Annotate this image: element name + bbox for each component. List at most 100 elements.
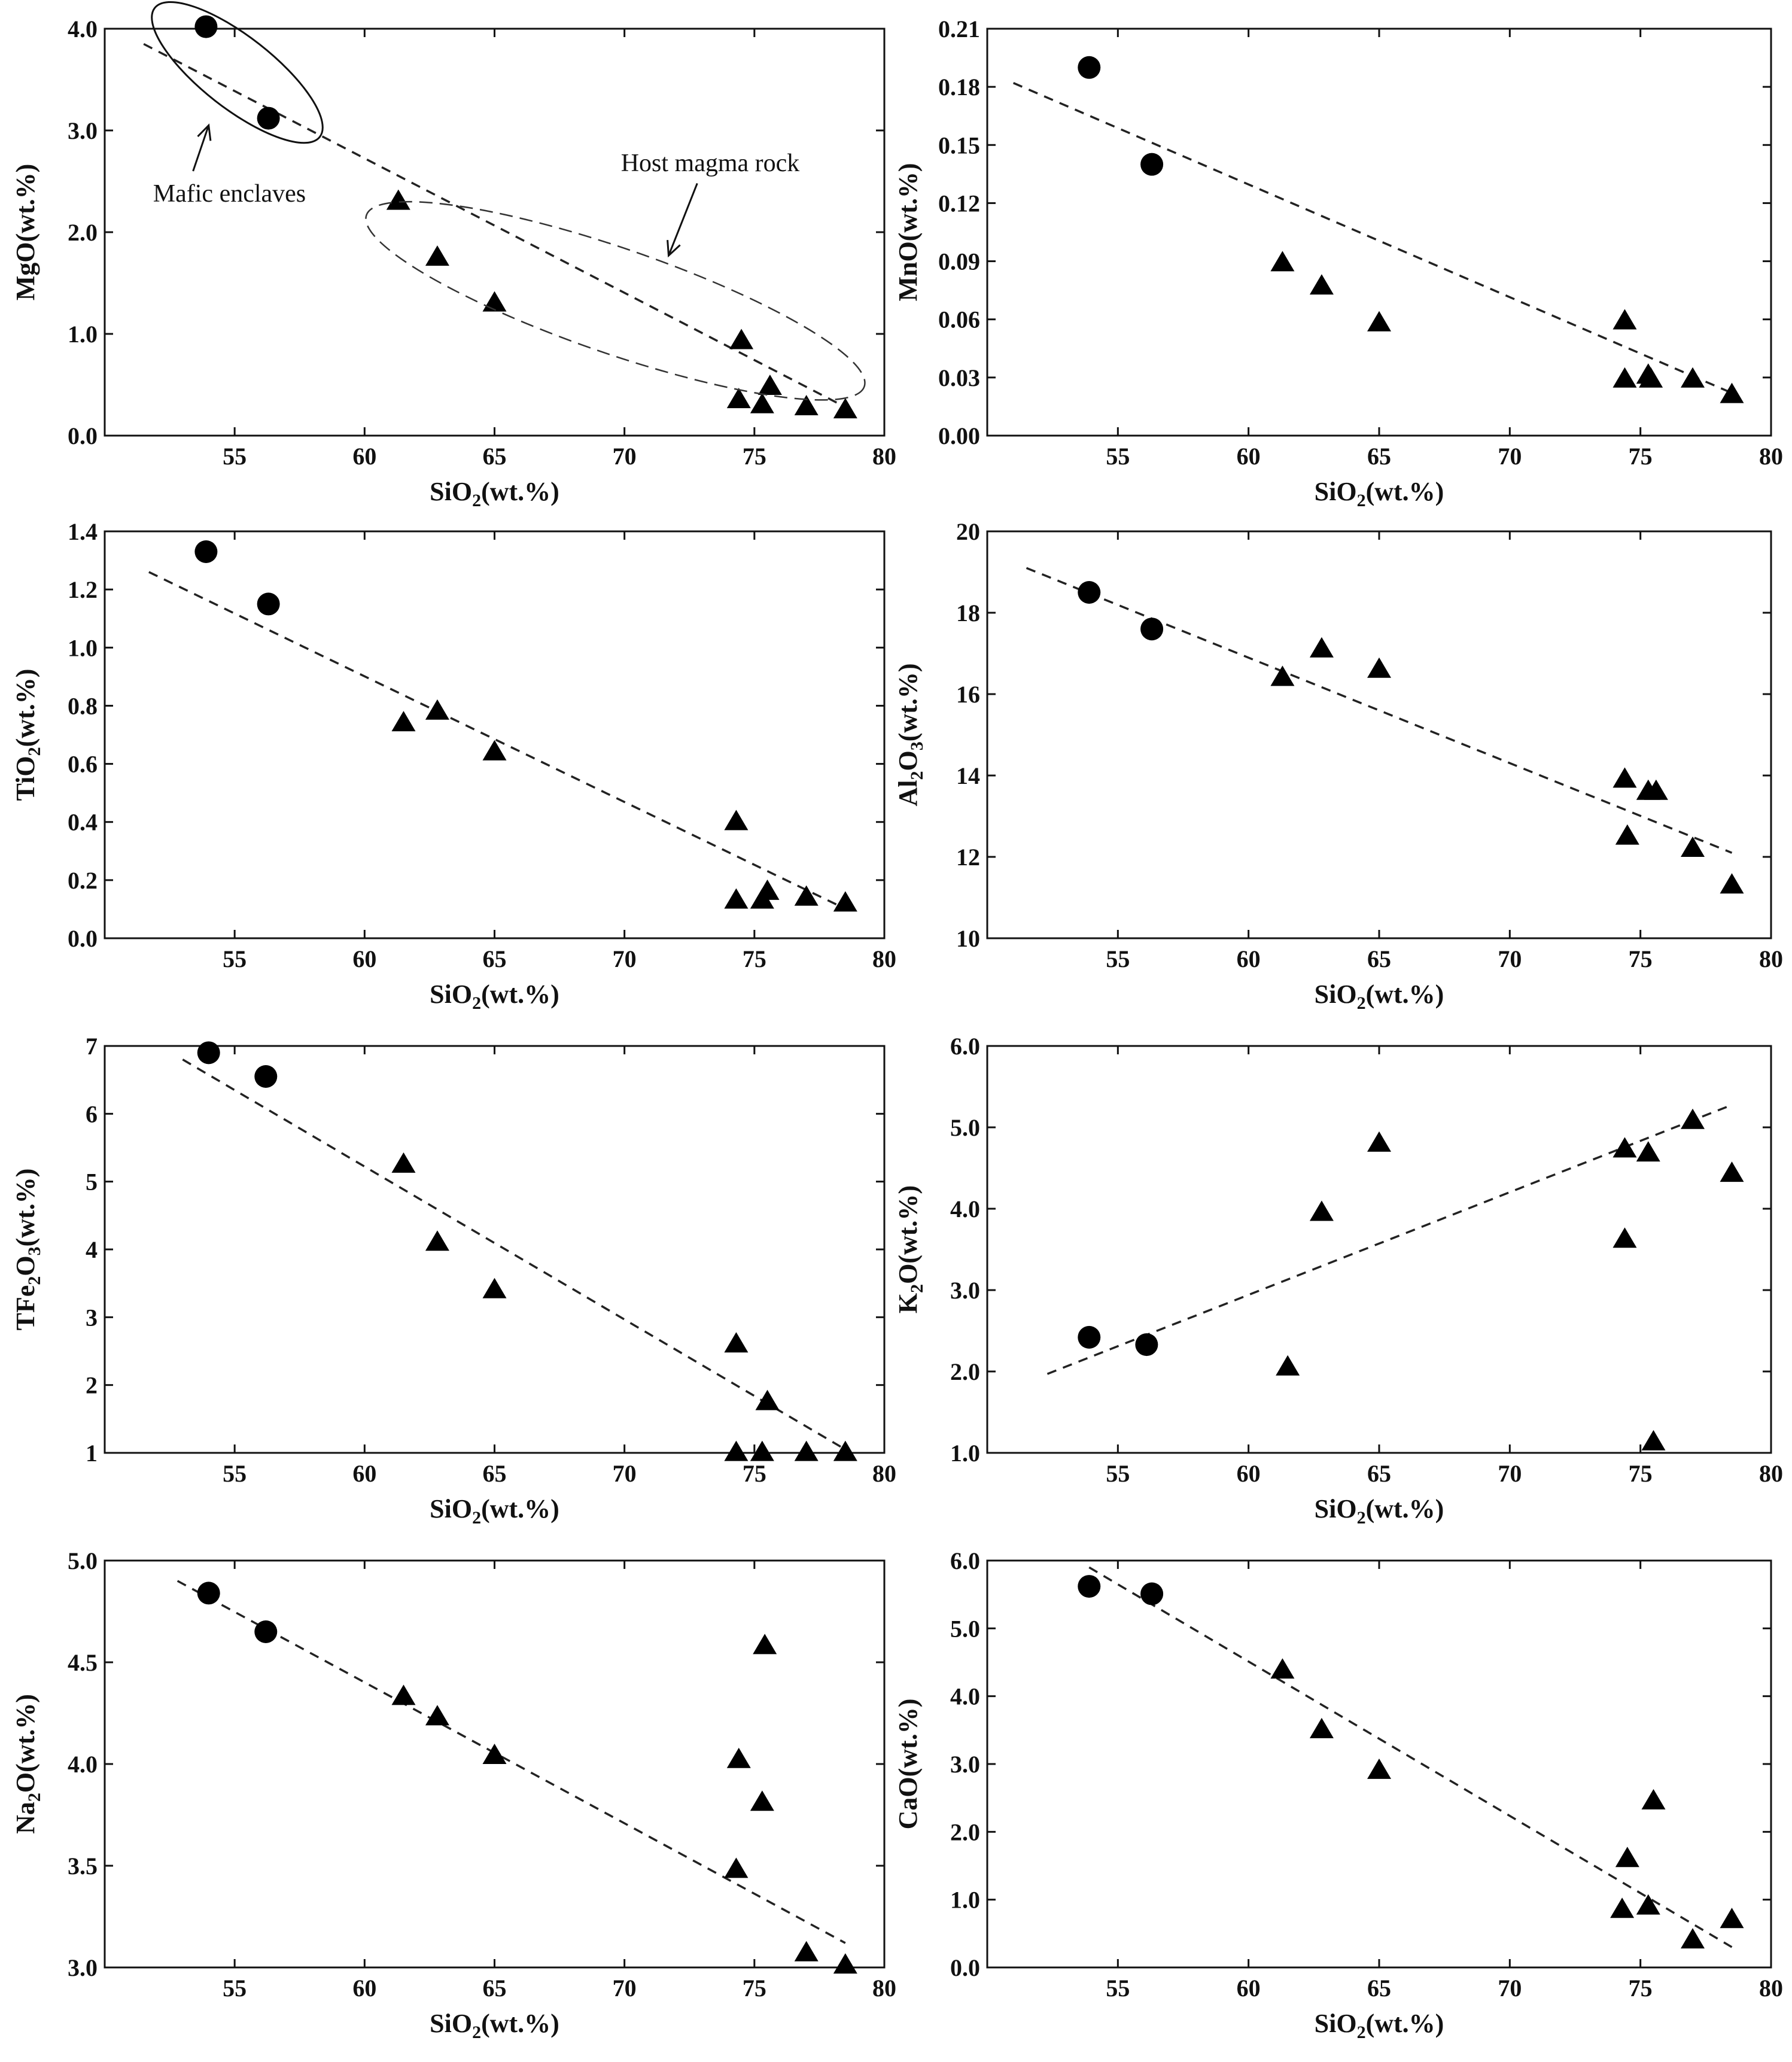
host-rock-point: [1613, 1137, 1637, 1158]
y-tick-label: 3.0: [950, 1277, 980, 1304]
x-tick-label: 70: [613, 945, 637, 972]
y-tick-label: 5: [86, 1169, 98, 1196]
label-part: (wt.%): [481, 1494, 559, 1523]
y-tick-label: 2.0: [950, 1358, 980, 1385]
y-tick-label: 6.0: [950, 1547, 980, 1574]
label-part: MgO: [11, 242, 40, 300]
label-subscript: 2: [907, 771, 927, 780]
x-tick-label: 75: [743, 1460, 766, 1487]
host-rock-point: [1681, 1928, 1705, 1949]
label-subscript: 3: [25, 1246, 44, 1255]
host-rock-point: [724, 1440, 749, 1461]
y-tick-label: 3.0: [68, 1954, 98, 1981]
x-tick-label: 65: [483, 945, 507, 972]
x-tick-label: 55: [1106, 1460, 1130, 1487]
y-tick-label: 0.00: [938, 422, 980, 449]
label-part: O: [11, 1772, 40, 1793]
x-tick-label: 60: [1237, 1975, 1261, 2002]
host-rock-point: [1270, 665, 1295, 686]
host-rock-point: [724, 888, 749, 909]
x-tick-label: 70: [613, 1460, 637, 1487]
host-rock-point: [1367, 1758, 1391, 1779]
x-tick-label: 65: [483, 443, 507, 470]
y-tick-label: 0.15: [938, 132, 980, 159]
mafic-enclave-point: [1135, 1333, 1158, 1357]
y-tick-label: 6: [86, 1100, 98, 1127]
annotation-arrow: [668, 183, 698, 256]
label-part: SiO: [430, 2009, 472, 2038]
y-tick-label: 0.0: [68, 422, 98, 449]
trend-line: [177, 1580, 846, 1944]
label-subscript: 2: [907, 1284, 927, 1293]
trend-line: [1012, 82, 1733, 394]
x-tick-label: 55: [223, 1975, 247, 2002]
mafic-enclave-point: [1140, 618, 1164, 641]
x-tick-label: 60: [352, 443, 376, 470]
y-axis-label: CaO(wt.%): [893, 1699, 923, 1830]
x-tick-label: 80: [872, 443, 896, 470]
label-part: CaO: [893, 1777, 923, 1829]
label-subscript: 2: [1357, 2023, 1366, 2042]
host-rock-point: [1644, 779, 1668, 800]
trend-line: [1088, 1566, 1733, 1948]
x-tick-label: 55: [223, 443, 247, 470]
x-tick-label: 65: [1367, 443, 1391, 470]
host-rock-point: [833, 398, 857, 419]
label-subscript: 3: [907, 741, 927, 750]
x-tick-label: 55: [223, 1460, 247, 1487]
host-rock-point: [1613, 309, 1637, 330]
y-tick-label: 10: [956, 925, 980, 952]
panel-al2o3: 55 60 65 70 75 80101214161820SiO2(wt.%)Al2O3(…: [893, 518, 1783, 1013]
mafic-enclave-point: [1140, 1582, 1164, 1605]
y-tick-label: 20: [956, 518, 980, 545]
host-rock-point: [833, 891, 857, 912]
label-part: K: [893, 1293, 923, 1313]
x-tick-label: 70: [1498, 1975, 1522, 2002]
x-tick-label: 75: [743, 1975, 766, 2002]
mafic-enclave-point: [194, 540, 218, 563]
host-rock-point: [1309, 637, 1334, 658]
label-subscript: 2: [1357, 491, 1366, 510]
enclave-outline: [151, 1, 324, 144]
x-tick-label: 60: [352, 1975, 376, 2002]
panel-na2o: 55 60 65 70 75 803.03.54.04.55.0SiO2(wt.%)Na2…: [11, 1547, 896, 2042]
host-rock-point: [386, 189, 410, 210]
y-tick-label: 0.18: [938, 74, 980, 101]
y-axis-label: Al2O3(wt.%): [893, 664, 927, 807]
y-tick-label: 16: [956, 681, 980, 708]
host-rock-point: [1636, 1894, 1660, 1915]
host-rock-point: [794, 1941, 819, 1961]
label-part: SiO: [430, 1494, 472, 1523]
panel-mno: 55 60 65 70 75 80 0.00 0.03 0.06 0.09 0.12 0.15 0.18…: [893, 16, 1783, 510]
x-tick-label: 80: [872, 1975, 896, 2002]
host-rock-point: [1367, 1131, 1391, 1152]
mafic-enclave-point: [254, 1065, 278, 1088]
x-tick-label: 55: [1106, 1975, 1130, 2002]
y-tick-label: 1.0: [950, 1440, 980, 1467]
x-tick-label: 75: [743, 443, 766, 470]
host-rock-point: [1720, 1908, 1744, 1929]
x-tick-label: 65: [1367, 1975, 1391, 2002]
host-rock-point: [1270, 1658, 1295, 1679]
plot-frame: [986, 530, 1772, 939]
x-tick-label: 70: [613, 1975, 637, 2002]
label-part: SiO: [430, 477, 472, 506]
y-tick-label: 14: [956, 762, 980, 789]
label-part: O: [893, 1264, 923, 1284]
x-tick-label: 80: [1759, 443, 1783, 470]
label-subscript: 2: [1357, 993, 1366, 1013]
y-axis-label: TiO2(wt.%): [11, 669, 44, 801]
host-rock-point: [1610, 1897, 1635, 1918]
x-tick-label: 60: [1237, 1460, 1261, 1487]
y-tick-label: 0.8: [68, 692, 98, 719]
host-rock-point: [1309, 1717, 1334, 1738]
host-rock-point: [1367, 657, 1391, 678]
y-tick-label: 1: [86, 1440, 98, 1467]
label-subscript: 2: [25, 1276, 44, 1285]
label-part: (wt.%): [893, 1185, 923, 1264]
host-rock-point: [794, 1440, 819, 1461]
label-subscript: 2: [25, 747, 44, 756]
host-rock-point: [1639, 367, 1663, 388]
host-rock-point: [482, 291, 507, 312]
